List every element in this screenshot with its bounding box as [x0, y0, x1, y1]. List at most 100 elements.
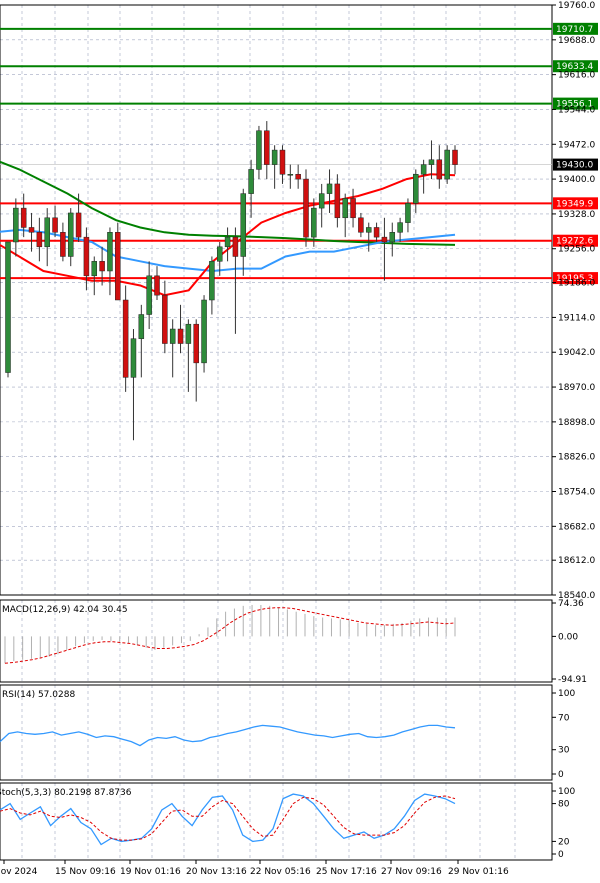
time-label: 22 Nov 05:16 [250, 867, 311, 877]
price-tick-label: 18754.0 [558, 488, 595, 498]
time-label: 20 Nov 13:16 [186, 867, 247, 877]
candle-body [326, 183, 333, 194]
time-label: Nov 2024 [0, 867, 38, 877]
stoch-axis-label: 0 [558, 850, 564, 860]
level-label: 19195.3 [556, 274, 593, 284]
macd-signal-line [4, 607, 456, 664]
level-label-box [553, 22, 598, 35]
candle-body [287, 174, 294, 176]
candle-body [44, 217, 50, 248]
stoch-axis-label: 80 [558, 800, 570, 810]
candle-body [138, 314, 145, 339]
candle-body [405, 203, 411, 223]
candle-body [303, 178, 309, 238]
rsi-axis-label: 30 [558, 746, 570, 756]
macd-axis-label: -94.91 [558, 675, 587, 685]
candle-body [444, 149, 450, 180]
panel-border [0, 782, 553, 861]
grid-lines [0, 4, 553, 861]
rsi-axis-label: 70 [558, 713, 570, 723]
candle-body [75, 212, 82, 238]
rsi-axis-label: 0 [558, 770, 564, 780]
candle-body [115, 232, 121, 301]
level-label: 19349.9 [556, 199, 593, 209]
candle-body [52, 217, 58, 233]
price-tick-label: 19256.0 [558, 245, 595, 255]
candle-body [279, 149, 286, 175]
level-label-box [553, 272, 598, 285]
price-tick-label: 19760.0 [558, 1, 595, 11]
level-label: 19556.1 [556, 100, 593, 110]
level-label: 19633.4 [556, 62, 593, 72]
candle-body [91, 261, 98, 277]
price-tick-label: 18970.0 [558, 383, 595, 393]
candle-body [169, 328, 176, 344]
price-tick-label: 18540.0 [558, 591, 595, 601]
candle-body [240, 193, 247, 257]
candle-body [122, 299, 129, 378]
candle-body [365, 227, 372, 233]
time-label: 15 Nov 09:16 [55, 867, 116, 877]
price-tick-label: 19472.0 [558, 140, 595, 150]
candle-body [28, 227, 35, 233]
price-tick-label: 19400.0 [558, 175, 595, 185]
candle-body [264, 130, 270, 165]
level-label-box [553, 197, 598, 210]
time-label: 25 Nov 17:16 [316, 867, 377, 877]
candle-body [248, 169, 254, 194]
macd-label: MACD(12,26,9) 42.04 30.45 [2, 605, 128, 615]
price-tick-label: 19042.0 [558, 348, 595, 358]
candle-body [201, 299, 207, 364]
current-price-box [553, 158, 598, 171]
candle-body [130, 338, 137, 378]
panel-border [0, 4, 553, 596]
candle-body [428, 159, 435, 165]
stoch-d-line [0, 795, 456, 841]
rsi-axis-label: 100 [558, 689, 575, 699]
indicator-panels: MACD(12,26,9) 42.04 30.45 74.36 0.00 -94.91… [0, 599, 587, 860]
stoch-k-line [0, 793, 456, 846]
price-tick-label: 18682.0 [558, 522, 595, 532]
candle-body [99, 261, 105, 272]
price-tick-label: 19114.0 [558, 313, 595, 323]
candle-body [216, 246, 223, 262]
level-label-box [553, 234, 598, 247]
time-label: 27 Nov 09:16 [381, 867, 442, 877]
candle-body [311, 207, 317, 238]
candle-body [83, 236, 90, 277]
time-label: 29 Nov 01:16 [448, 867, 509, 877]
candle-body [177, 328, 184, 344]
candle-body [452, 149, 458, 165]
candle-body [60, 232, 66, 257]
candle-body [350, 198, 356, 219]
candle-body [36, 232, 43, 248]
stoch-axis-label: 100 [558, 787, 575, 797]
macd-axis-label: 74.36 [558, 599, 584, 609]
candle-body [154, 275, 160, 296]
stoch-axis-label: 20 [558, 837, 570, 847]
rsi-line [0, 724, 456, 747]
candle-body [397, 222, 403, 233]
candle-body [209, 261, 215, 301]
candle-body [193, 323, 199, 364]
price-axis: 19760.0 19688.0 19616.0 19544.0 19472.0 19400… [552, 1, 595, 601]
candle-body [146, 275, 152, 315]
macd-axis-label: 0.00 [558, 632, 578, 642]
candle-body [334, 183, 341, 219]
candle-body [271, 149, 278, 165]
candle-body [224, 236, 231, 248]
price-tick-label: 18612.0 [558, 556, 595, 566]
panel-border [0, 599, 553, 683]
level-label-box [553, 60, 598, 73]
panel-border [0, 684, 553, 781]
candle-body [256, 130, 262, 170]
price-tick-label: 18826.0 [558, 453, 595, 463]
rsi-label: RSI(14) 57.0288 [2, 690, 75, 700]
candle-body [20, 207, 27, 228]
level-label-box [553, 97, 598, 110]
current-price-label: 19430.0 [556, 161, 593, 171]
time-axis: Nov 2024 15 Nov 09:16 19 Nov 01:16 20 Nov 1… [0, 860, 509, 877]
price-tick-label: 19186.0 [558, 279, 595, 289]
candlesticks [5, 121, 458, 441]
